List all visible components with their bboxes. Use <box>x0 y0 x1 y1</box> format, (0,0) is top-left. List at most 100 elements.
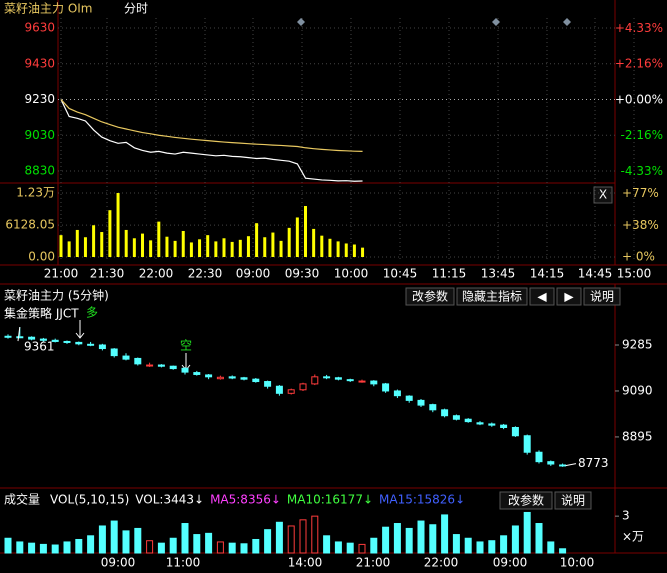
volume-bar <box>279 240 283 257</box>
volume-bar <box>320 235 324 257</box>
button-label[interactable]: 说明 <box>590 289 614 304</box>
button[interactable] <box>529 287 555 306</box>
volume-bar <box>4 537 12 554</box>
kline-title: 菜籽油主力 (5分钟) <box>4 288 109 303</box>
price-label: 8773 <box>578 456 609 470</box>
candle-body <box>122 355 130 360</box>
candle-body <box>87 343 95 346</box>
button-label[interactable]: 改参数 <box>412 289 448 304</box>
panel-borders <box>0 0 667 554</box>
candle-body <box>393 390 401 397</box>
volume-bar <box>255 223 259 257</box>
volume-bar <box>287 227 291 257</box>
volume-bar <box>198 239 202 257</box>
volume-bar <box>222 238 226 257</box>
candle-body <box>523 435 531 453</box>
volume-bar <box>124 229 128 257</box>
marker-diamond <box>492 18 500 26</box>
volume-bar <box>87 535 95 554</box>
volume-bar <box>216 541 224 554</box>
volume-bar <box>98 525 106 554</box>
candle-body <box>535 451 543 463</box>
button-label[interactable]: ◀ <box>537 290 547 304</box>
mode: 分时 <box>124 2 148 16</box>
x-tick-label: 11:00 <box>166 556 201 570</box>
volume-bar <box>452 534 460 554</box>
volume-bar <box>75 538 83 554</box>
close-button[interactable] <box>593 186 613 204</box>
volume-bar <box>205 532 213 554</box>
y2-tick-label: +77% <box>622 186 659 200</box>
volume-bar <box>405 527 413 554</box>
volume-bar <box>181 523 189 554</box>
button[interactable] <box>554 491 592 510</box>
volume-bar <box>500 535 508 554</box>
button[interactable] <box>456 287 528 306</box>
price-line <box>60 99 363 152</box>
volume-bar <box>476 541 484 554</box>
x-tick-label: 09:00 <box>493 556 528 570</box>
button-label[interactable]: 隐藏主指标 <box>462 289 522 304</box>
volume-bar <box>275 521 283 554</box>
candle-body <box>323 376 331 379</box>
candle-body <box>275 385 283 394</box>
volume-bar <box>28 542 36 554</box>
signal: 多 <box>86 306 98 320</box>
candle-body <box>63 340 71 343</box>
volume-bar <box>559 548 567 554</box>
volume-bar <box>173 240 177 257</box>
volume-bar <box>134 527 142 554</box>
y2-tick-label: +2.16% <box>615 57 663 71</box>
volume-bar <box>287 525 295 554</box>
x-tick-label: 10:00 <box>560 556 595 570</box>
volume-bar <box>157 221 161 257</box>
volume-legend: VOL(5,10,15) <box>50 493 129 507</box>
button-label[interactable]: ▶ <box>564 290 574 304</box>
candle-body <box>476 422 484 425</box>
y-tick-label: 6128.05 <box>5 218 55 232</box>
candle-body <box>16 336 24 339</box>
volume-bar <box>346 542 354 554</box>
candle-body <box>75 341 83 345</box>
volume-bar <box>304 206 307 257</box>
candle-body <box>110 348 118 357</box>
button-label[interactable]: 改参数 <box>508 493 544 508</box>
button[interactable] <box>583 287 621 306</box>
volume-bar <box>181 230 185 257</box>
button-label[interactable]: 说明 <box>561 493 585 508</box>
y2-tick-label: +4.33% <box>615 21 663 35</box>
candle-body <box>334 377 342 380</box>
x-tick-label: 14:00 <box>288 556 323 570</box>
volume-bar <box>132 238 136 257</box>
candle-body <box>429 404 437 411</box>
button[interactable] <box>556 287 582 306</box>
volume-bar <box>264 529 272 554</box>
button[interactable] <box>405 287 455 306</box>
candle-body <box>240 377 248 380</box>
x-tick-label: 10:45 <box>383 267 418 281</box>
volume-bar <box>441 514 449 554</box>
volume-bar <box>51 544 59 554</box>
volume-unit: ×万 <box>622 530 644 544</box>
signal: 空 <box>180 339 192 353</box>
volume-legend: MA15:15826↓ <box>379 493 465 507</box>
candle-body <box>464 418 472 423</box>
volume-bar <box>63 541 71 554</box>
button[interactable] <box>499 491 553 510</box>
candle-body <box>51 339 59 342</box>
candle-body <box>228 376 236 379</box>
volume-bar <box>299 519 307 554</box>
candle-body <box>299 383 307 391</box>
candle-body <box>169 365 177 370</box>
candle-body <box>134 357 142 365</box>
close-label[interactable]: X <box>599 188 607 202</box>
volume-legend: MA10:16177↓ <box>287 493 373 507</box>
y-tick-label: 9430 <box>24 56 55 70</box>
volume-bar <box>382 526 390 554</box>
candle-body <box>4 335 12 338</box>
volume-bar <box>344 243 348 257</box>
price-pointer <box>17 327 21 342</box>
volume-bar <box>165 236 169 257</box>
y2-tick-label: -2.16% <box>621 128 663 142</box>
